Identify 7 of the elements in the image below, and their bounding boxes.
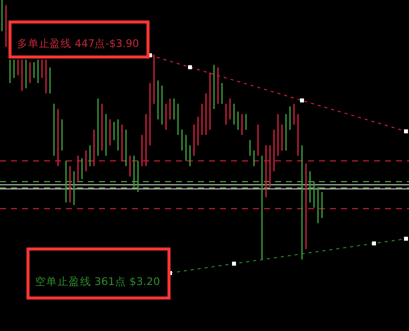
- annotation: 多单止盈线 447点-$3.90: [17, 37, 140, 50]
- point: [404, 129, 408, 134]
- point: [404, 236, 408, 241]
- point: [372, 241, 376, 246]
- point: [232, 262, 236, 266]
- point: [188, 65, 192, 70]
- point: [300, 98, 304, 102]
